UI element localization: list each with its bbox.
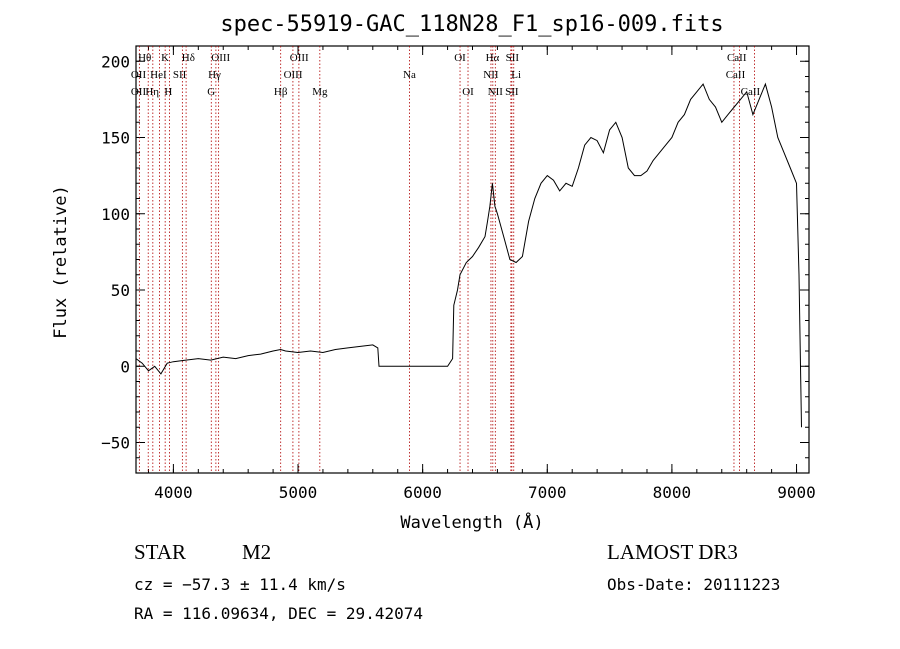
plot-frame: [135, 45, 810, 474]
axis-ticks: 4000 5000 6000 7000 8000 9000 −50 0 50 100 150 200: [101, 46, 816, 502]
coordinates: RA = 116.09634, DEC = 29.42074: [134, 604, 423, 623]
emission-line-label: Hβ: [274, 86, 288, 98]
x-tick-label: 6000: [403, 483, 442, 502]
emission-line-label: SII: [506, 52, 520, 64]
emission-line-label: G: [207, 86, 215, 98]
emission-line-markers: [138, 46, 755, 473]
emission-line-label: Hα: [486, 52, 500, 64]
emission-line-label: Hδ: [182, 52, 195, 64]
emission-line-label: Li: [511, 69, 521, 81]
y-tick-label: 100: [101, 205, 130, 224]
x-tick-label: 9000: [777, 483, 816, 502]
emission-line-label: OII: [131, 69, 147, 81]
y-tick-label: 0: [120, 357, 130, 376]
emission-line-label: OII: [131, 86, 147, 98]
x-tick-label: 4000: [154, 483, 193, 502]
emission-line-labels: Hθ K Hδ OIII OIII OI Hα SII CaII OII HeI SII Hγ OIII N…: [131, 52, 761, 98]
x-tick-label: 8000: [653, 483, 692, 502]
emission-line-label: NII: [488, 86, 504, 98]
emission-line-label: SII: [173, 69, 187, 81]
object-subclass: M2: [242, 540, 272, 564]
emission-line-label: Hθ: [138, 52, 151, 64]
emission-line-label: Hη: [145, 86, 159, 98]
emission-line-label: HeI: [150, 69, 167, 81]
observation-date: Obs-Date: 20111223: [607, 575, 781, 594]
y-tick-label: 50: [111, 281, 130, 300]
redshift-velocity: cz = −57.3 ± 11.4 km/s: [134, 575, 346, 594]
emission-line-label: CaII: [741, 86, 761, 98]
emission-line-label: OI: [454, 52, 466, 64]
y-tick-label: 150: [101, 129, 130, 148]
emission-line-label: OI: [462, 86, 474, 98]
emission-line-label: OIII: [284, 69, 303, 81]
object-class: STAR: [134, 540, 186, 564]
chart-title: spec-55919-GAC_118N28_F1_sp16-009.fits: [220, 12, 723, 37]
emission-line-label: OIII: [290, 52, 309, 64]
x-tick-label: 7000: [528, 483, 567, 502]
emission-line-label: CaII: [727, 52, 747, 64]
x-tick-label: 5000: [279, 483, 318, 502]
y-axis-label: Flux (relative): [51, 185, 71, 339]
emission-line-label: Hγ: [208, 69, 221, 81]
emission-line-label: CaII: [726, 69, 746, 81]
emission-line-label: SII: [505, 86, 519, 98]
emission-line-label: H: [164, 86, 172, 98]
emission-line-label: Mg: [312, 86, 328, 98]
survey-name: LAMOST DR3: [607, 540, 738, 564]
emission-line-label: OIII: [211, 52, 230, 64]
y-tick-label: −50: [101, 434, 130, 453]
x-axis-label: Wavelength (Å): [400, 511, 543, 533]
emission-line-label: NII: [483, 69, 499, 81]
emission-line-label: Na: [403, 69, 416, 81]
flux-series-line: [135, 82, 802, 428]
emission-line-label: K: [161, 52, 169, 64]
y-tick-label: 200: [101, 52, 130, 71]
